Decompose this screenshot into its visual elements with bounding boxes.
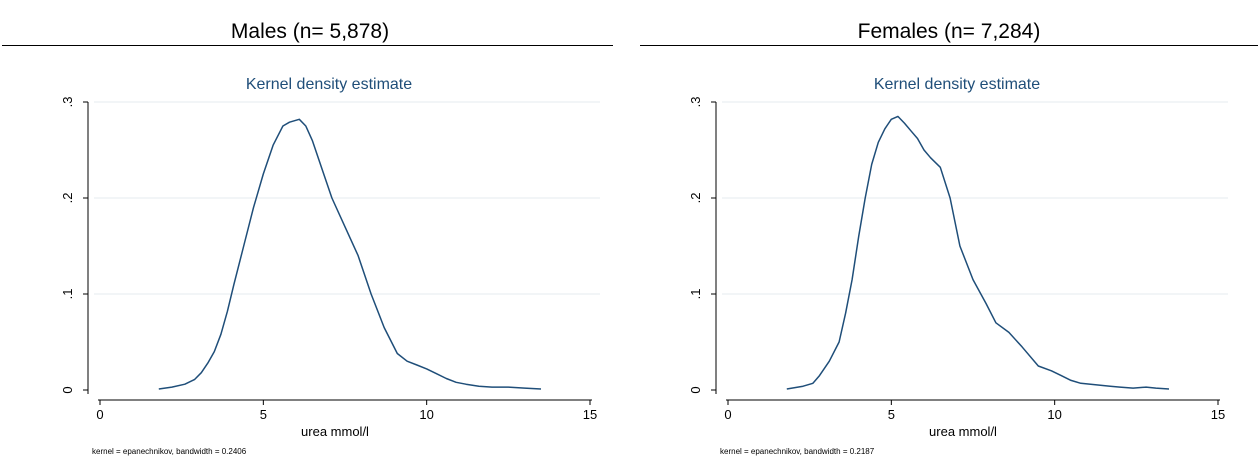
kernel-note: kernel = epanechnikov, bandwidth = 0.218… [720,447,875,456]
x-tick-label: 5 [260,407,267,422]
y-tick-label: .2 [60,193,75,204]
density-line [158,118,542,390]
y-tick-label: .1 [60,289,75,300]
x-tick-label: 0 [724,407,731,422]
males-panel-header: Males (n= 5,878) [230,20,390,43]
header-divider [640,45,1258,46]
chart-title: Kernel density estimate [874,76,1040,93]
x-tick-label: 10 [1047,407,1061,422]
y-tick-label: 0 [688,386,703,393]
kernel-note: kernel = epanechnikov, bandwidth = 0.240… [92,447,247,456]
x-tick-label: 15 [583,407,597,422]
x-tick-label: 15 [1211,407,1225,422]
x-tick-label: 10 [419,407,433,422]
females-panel-header: Females (n= 7,284) [857,20,1041,43]
x-tick-label: 5 [888,407,895,422]
x-axis-label: urea mmol/l [929,424,997,439]
density-line [786,115,1170,390]
females-density-chart: Kernel density estimate 0 .1 .2 .3 0 5 10 15 urea… [688,76,1228,456]
males-density-chart: Kernel density estimate 0 .1 .2 .3 0 5 10 15 urea… [60,76,600,456]
y-tick-label: .3 [688,97,703,108]
y-tick-label: .2 [688,193,703,204]
x-axis-label: urea mmol/l [301,424,369,439]
y-tick-label: .1 [688,289,703,300]
header-divider [2,45,613,46]
x-tick-label: 0 [96,407,103,422]
chart-title: Kernel density estimate [246,76,412,93]
y-tick-label: 0 [60,386,75,393]
y-tick-label: .3 [60,97,75,108]
